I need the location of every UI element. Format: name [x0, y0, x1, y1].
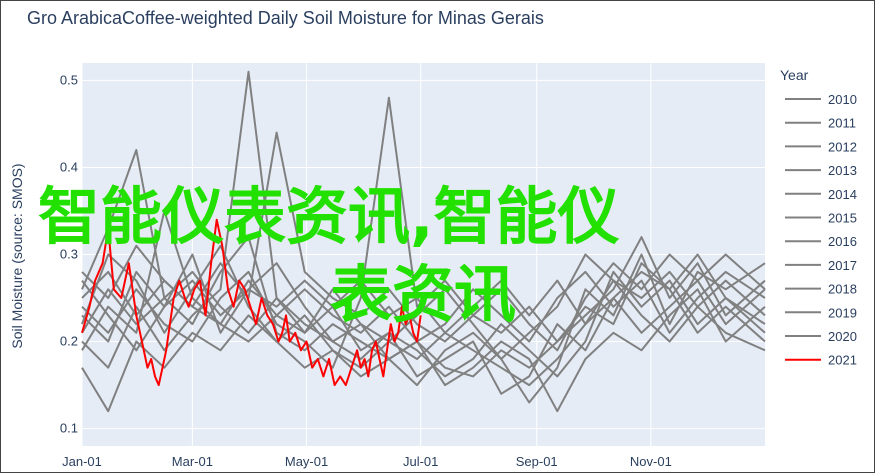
y-tick-label: 0.5: [60, 72, 78, 87]
legend-label: 2018: [828, 282, 857, 297]
legend-item-2021[interactable]: 2021: [785, 353, 857, 368]
series-line-2020: [81, 270, 766, 352]
series-line-2013: [81, 253, 766, 404]
x-axis: Jan-01 Mar-01 May-01 Jul-01 Sep-01 Nov-01: [62, 454, 672, 469]
legend-item-2020[interactable]: 2020: [785, 329, 857, 344]
legend-label: 2020: [828, 329, 857, 344]
x-tick-label: Sep-01: [516, 454, 558, 469]
y-tick-label: 0.4: [60, 159, 78, 174]
legend-title: Year: [780, 67, 809, 83]
series-line-2019: [81, 96, 766, 369]
y-tick-label: 0.1: [60, 421, 78, 436]
series-line-2010: [81, 244, 766, 387]
legend-label: 2012: [828, 139, 857, 154]
x-tick-label: Nov-01: [630, 454, 672, 469]
y-axis-title: Soil Moisture (source: SMOS): [9, 163, 25, 348]
legend-label: 2013: [828, 163, 857, 178]
legend-item-2015[interactable]: 2015: [785, 211, 857, 226]
y-tick-label: 0.2: [60, 334, 78, 349]
y-tick-label: 0.3: [60, 247, 78, 262]
x-tick-label: Jan-01: [62, 454, 102, 469]
grid: [81, 63, 765, 446]
legend-item-2011[interactable]: 2011: [785, 116, 856, 131]
legend: Year 2010 2011 2012 2013 2014 2015 2016 2017 201…: [780, 67, 857, 368]
series-line-2014: [81, 70, 766, 378]
legend-label: 2010: [828, 92, 857, 107]
legend-item-2013[interactable]: 2013: [785, 163, 857, 178]
legend-label: 2021: [828, 353, 857, 368]
legend-label: 2015: [828, 211, 857, 226]
x-tick-label: May-01: [285, 454, 328, 469]
legend-item-2014[interactable]: 2014: [785, 187, 857, 202]
series-line-2018: [81, 253, 766, 360]
legend-item-2019[interactable]: 2019: [785, 305, 857, 320]
series-layer: [81, 70, 766, 413]
x-tick-label: Mar-01: [172, 454, 213, 469]
series-line-2021: [81, 218, 422, 387]
legend-item-2010[interactable]: 2010: [785, 92, 857, 107]
legend-label: 2014: [828, 187, 857, 202]
legend-item-2012[interactable]: 2012: [785, 139, 857, 154]
y-axis: 0.1 0.2 0.3 0.4 0.5: [60, 72, 78, 435]
legend-item-2017[interactable]: 2017: [785, 258, 857, 273]
legend-label: 2016: [828, 234, 857, 249]
legend-label: 2017: [828, 258, 857, 273]
legend-item-2016[interactable]: 2016: [785, 234, 857, 249]
chart-title: Gro ArabicaCoffee-weighted Daily Soil Mo…: [27, 8, 544, 28]
x-tick-label: Jul-01: [403, 454, 438, 469]
legend-label: 2011: [828, 116, 856, 131]
legend-label: 2019: [828, 305, 857, 320]
legend-item-2018[interactable]: 2018: [785, 282, 857, 297]
